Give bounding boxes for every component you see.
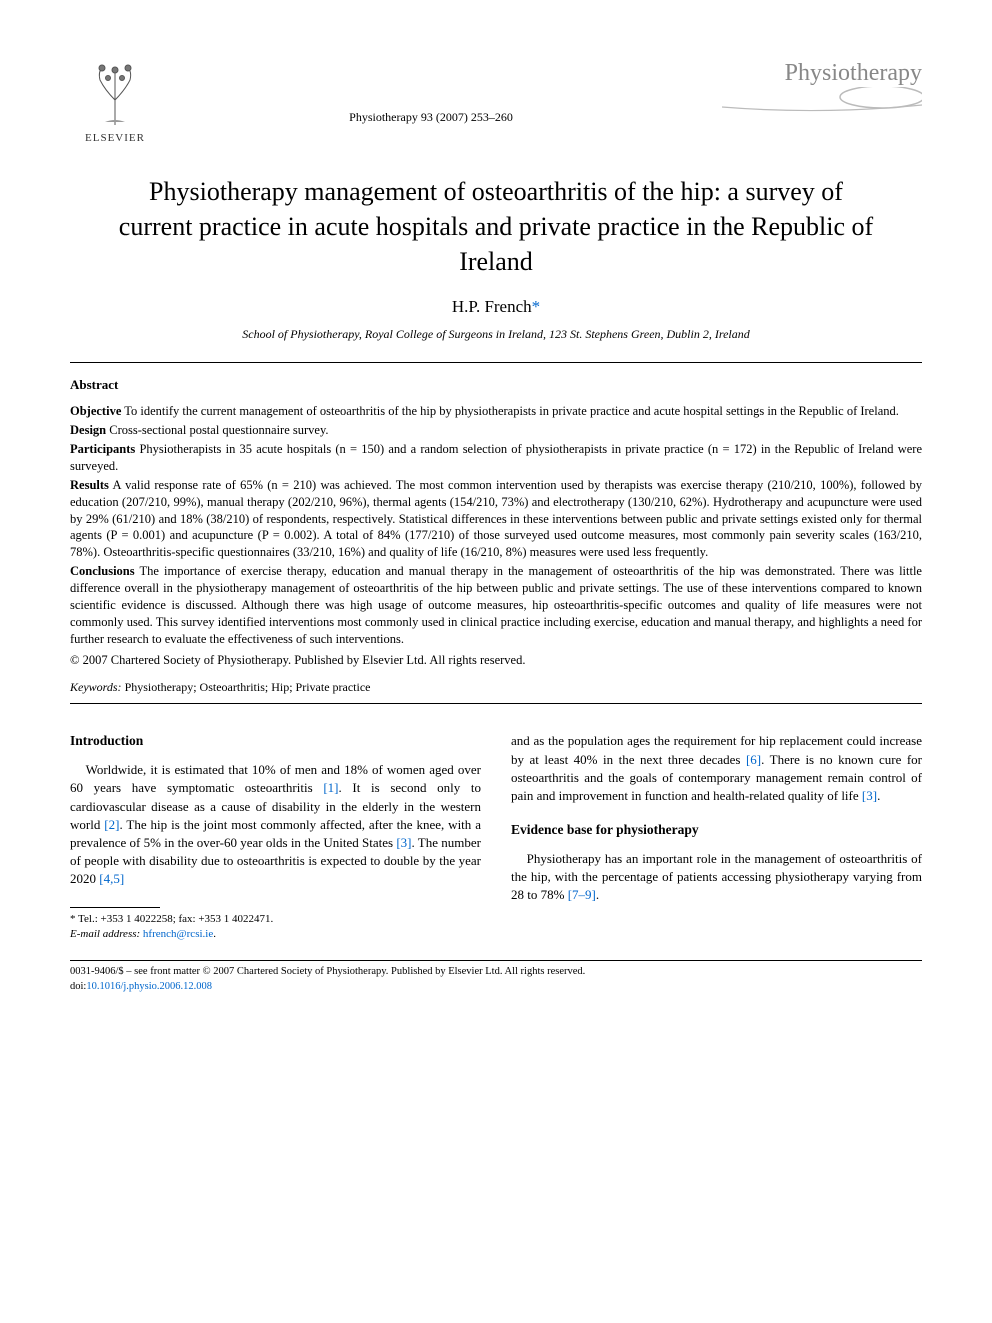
ref-link-3b[interactable]: [3]: [862, 788, 877, 803]
evidence-heading: Evidence base for physiotherapy: [511, 821, 922, 840]
doi-link[interactable]: 10.1016/j.physio.2006.12.008: [86, 981, 212, 992]
ref-link-2[interactable]: [2]: [104, 817, 119, 832]
abstract-conclusions: Conclusions The importance of exercise t…: [70, 563, 922, 647]
keywords-label: Keywords:: [70, 680, 122, 694]
affiliation: School of Physiotherapy, Royal College o…: [70, 327, 922, 342]
doi-prefix: doi:: [70, 981, 86, 992]
email-address[interactable]: hfrench@rcsi.ie: [140, 928, 213, 940]
header-row: ELSEVIER Physiotherapy 93 (2007) 253–260…: [70, 60, 922, 144]
publisher-name: ELSEVIER: [85, 132, 145, 144]
author-line: H.P. French*: [70, 297, 922, 317]
results-label: Results: [70, 478, 109, 492]
participants-text: Physiotherapists in 35 acute hospitals (…: [70, 442, 922, 473]
publisher-logo: ELSEVIER: [70, 60, 160, 144]
results-text: A valid response rate of 65% (n = 210) w…: [70, 478, 922, 560]
keywords-text: Physiotherapy; Osteoarthritis; Hip; Priv…: [122, 680, 371, 694]
footer-line1: 0031-9406/$ – see front matter © 2007 Ch…: [70, 965, 922, 980]
ref-link-3[interactable]: [3]: [396, 835, 411, 850]
design-label: Design: [70, 423, 106, 437]
footnote-separator: [70, 907, 160, 908]
abstract-copyright: © 2007 Chartered Society of Physiotherap…: [70, 652, 922, 669]
intro-paragraph: Worldwide, it is estimated that 10% of m…: [70, 761, 481, 888]
col2-paragraph: and as the population ages the requireme…: [511, 732, 922, 805]
ref-link-79[interactable]: [7–9]: [568, 887, 596, 902]
column-left: Introduction Worldwide, it is estimated …: [70, 732, 481, 942]
footer-block: 0031-9406/$ – see front matter © 2007 Ch…: [70, 965, 922, 994]
elsevier-tree-icon: [80, 60, 150, 130]
article-title: Physiotherapy management of osteoarthrit…: [110, 174, 882, 279]
footnote-block: * Tel.: +353 1 4022258; fax: +353 1 4022…: [70, 912, 481, 943]
abstract-participants: Participants Physiotherapists in 35 acut…: [70, 441, 922, 475]
abstract-objective: Objective To identify the current manage…: [70, 403, 922, 420]
abstract-label: Abstract: [70, 377, 922, 393]
author-marker[interactable]: *: [532, 297, 541, 316]
rule-top: [70, 362, 922, 363]
email-label: E-mail address:: [70, 928, 140, 940]
abstract-design: Design Cross-sectional postal questionna…: [70, 422, 922, 439]
author-name: H.P. French: [452, 297, 532, 316]
journal-swoosh-icon: [722, 87, 922, 117]
journal-name: Physiotherapy: [702, 60, 922, 87]
footer-doi-line: doi:10.1016/j.physio.2006.12.008: [70, 980, 922, 995]
journal-logo: Physiotherapy: [702, 60, 922, 122]
intro-heading: Introduction: [70, 732, 481, 751]
evidence-paragraph: Physiotherapy has an important role in t…: [511, 850, 922, 905]
abstract-block: Objective To identify the current manage…: [70, 403, 922, 668]
abstract-results: Results A valid response rate of 65% (n …: [70, 477, 922, 561]
conclusions-label: Conclusions: [70, 564, 135, 578]
ref-link-45[interactable]: [4,5]: [99, 871, 124, 886]
objective-text: To identify the current management of os…: [121, 404, 899, 418]
evidence-text-b: .: [596, 887, 599, 902]
design-text: Cross-sectional postal questionnaire sur…: [106, 423, 328, 437]
footer-separator: [70, 960, 922, 961]
journal-reference: Physiotherapy 93 (2007) 253–260: [160, 60, 702, 125]
keywords-line: Keywords: Physiotherapy; Osteoarthritis;…: [70, 680, 922, 695]
participants-label: Participants: [70, 442, 135, 456]
objective-label: Objective: [70, 404, 121, 418]
footnote-email-line: E-mail address: hfrench@rcsi.ie.: [70, 927, 481, 942]
rule-bottom: [70, 703, 922, 704]
footnote-tel: * Tel.: +353 1 4022258; fax: +353 1 4022…: [70, 912, 481, 927]
ref-link-1[interactable]: [1]: [323, 780, 338, 795]
email-suffix: .: [213, 928, 216, 940]
conclusions-text: The importance of exercise therapy, educ…: [70, 564, 922, 646]
footnote-tel-text: Tel.: +353 1 4022258; fax: +353 1 402247…: [76, 913, 274, 925]
body-columns: Introduction Worldwide, it is estimated …: [70, 732, 922, 942]
col2-text-c: .: [877, 788, 880, 803]
ref-link-6[interactable]: [6]: [746, 752, 761, 767]
column-right: and as the population ages the requireme…: [511, 732, 922, 942]
